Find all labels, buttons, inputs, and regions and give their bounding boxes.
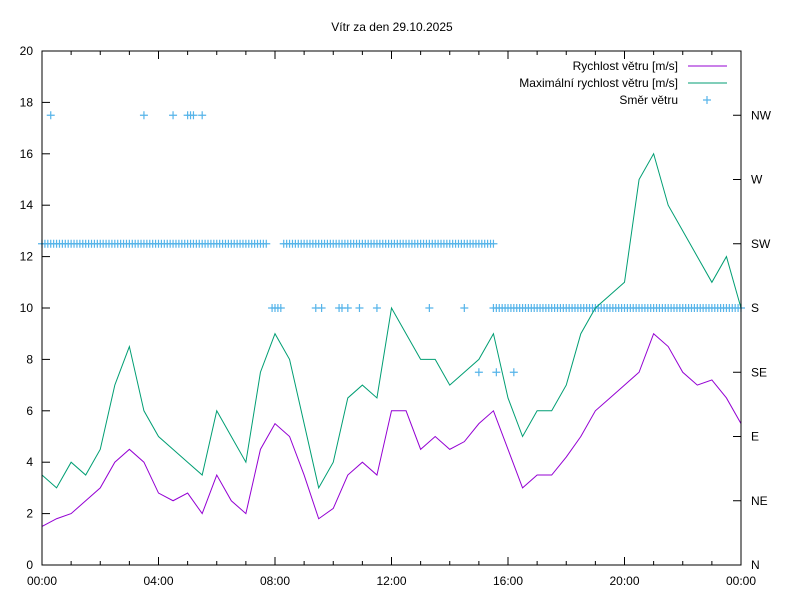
direction-point <box>139 111 148 120</box>
y2-tick-label: NW <box>751 108 772 122</box>
chart-title: Vítr za den 29.10.2025 <box>331 20 453 34</box>
y-tick-label: 18 <box>20 95 34 109</box>
x-tick-label: 00:00 <box>27 574 57 588</box>
speed-line <box>41 332 742 527</box>
y2-tick-label: SW <box>751 237 771 251</box>
direction-point <box>460 304 469 312</box>
direction-point <box>169 111 178 120</box>
direction-point <box>474 368 483 377</box>
direction-point <box>262 239 271 248</box>
direction-point <box>509 368 518 377</box>
y2-tick-label: NE <box>751 494 768 508</box>
direction-point <box>492 368 501 377</box>
y-tick-label: 8 <box>26 352 33 366</box>
direction-point <box>489 304 498 312</box>
y2-tick-label: S <box>751 301 759 315</box>
x-tick-label: 20:00 <box>609 574 639 588</box>
direction-point <box>489 239 498 248</box>
y-tick-label: 16 <box>20 147 34 161</box>
y-tick-label: 14 <box>20 198 34 212</box>
direction-point <box>276 304 285 312</box>
direction-point <box>198 111 207 120</box>
x-tick-label: 16:00 <box>493 574 523 588</box>
y2-tick-label: SE <box>751 365 767 379</box>
y-tick-label: 6 <box>26 404 33 418</box>
direction-point <box>189 111 198 120</box>
direction-point <box>343 304 352 312</box>
legend-swatch-direction <box>703 96 711 104</box>
direction-point <box>355 304 364 312</box>
direction-point <box>46 111 55 120</box>
plot-border <box>41 50 742 566</box>
legend-label-speed: Rychlost větru [m/s] <box>573 59 678 73</box>
legend-label-max-speed: Maximální rychlost větru [m/s] <box>519 76 678 90</box>
y2-tick-label: W <box>751 173 763 187</box>
y2-tick-label: E <box>751 430 759 444</box>
x-tick-label: 12:00 <box>376 574 406 588</box>
direction-point <box>372 304 381 312</box>
direction-point <box>425 304 434 312</box>
y2-tick-label: N <box>751 558 760 572</box>
y-tick-label: 20 <box>20 44 34 58</box>
y-tick-label: 10 <box>20 301 34 315</box>
x-tick-label: 08:00 <box>260 574 290 588</box>
x-tick-label: 04:00 <box>143 574 173 588</box>
y-tick-label: 2 <box>26 507 33 521</box>
y-tick-label: 12 <box>20 250 34 264</box>
direction-point <box>317 304 326 312</box>
x-tick-label: 00:00 <box>726 574 756 588</box>
legend: Rychlost větru [m/s] Maximální rychlost … <box>519 59 727 107</box>
y-tick-label: 0 <box>26 558 33 572</box>
max-speed-line <box>41 152 742 490</box>
legend-label-direction: Směr větru <box>619 93 678 107</box>
y-tick-label: 4 <box>26 455 33 469</box>
